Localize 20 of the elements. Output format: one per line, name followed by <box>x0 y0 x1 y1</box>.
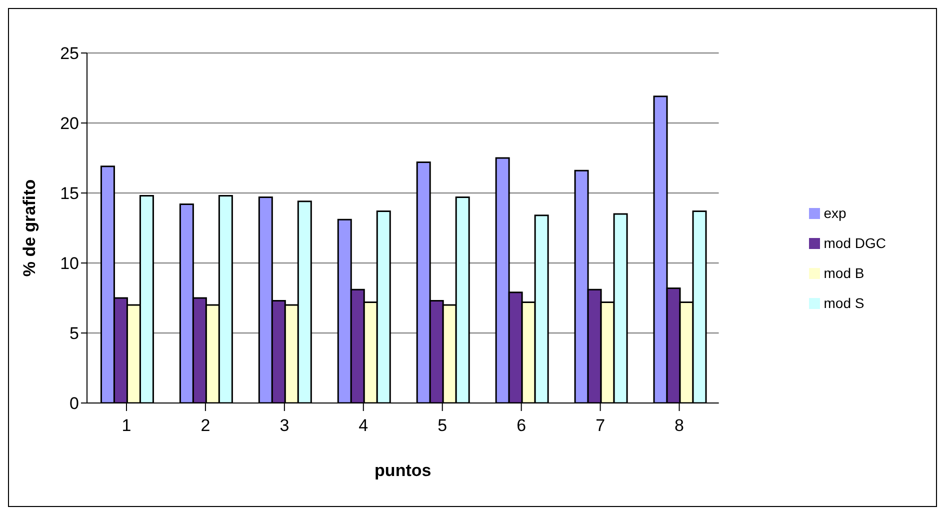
legend-label: mod DGC <box>824 234 886 250</box>
x-tick-label: 2 <box>200 416 210 436</box>
legend-label: mod S <box>824 294 864 310</box>
y-tick-label: 0 <box>70 394 79 414</box>
y-tick-label: 15 <box>60 184 79 204</box>
y-tick-label: 25 <box>60 44 79 64</box>
x-tick-label: 7 <box>596 416 606 436</box>
x-tick-label: 6 <box>516 416 526 436</box>
y-axis-title: % de grafito <box>20 179 40 277</box>
legend-label: exp <box>824 204 846 220</box>
x-tick-label: 1 <box>122 416 132 436</box>
legend-label: mod B <box>824 264 864 280</box>
y-tick-label: 10 <box>60 254 79 274</box>
x-tick-label: 3 <box>280 416 290 436</box>
x-tick-label: 5 <box>438 416 448 436</box>
x-tick-label: 4 <box>358 416 368 436</box>
x-axis-title: puntos <box>374 461 432 480</box>
y-tick-label: 5 <box>70 324 79 344</box>
x-tick-label: 8 <box>674 416 684 436</box>
y-tick-label: 20 <box>60 114 79 134</box>
